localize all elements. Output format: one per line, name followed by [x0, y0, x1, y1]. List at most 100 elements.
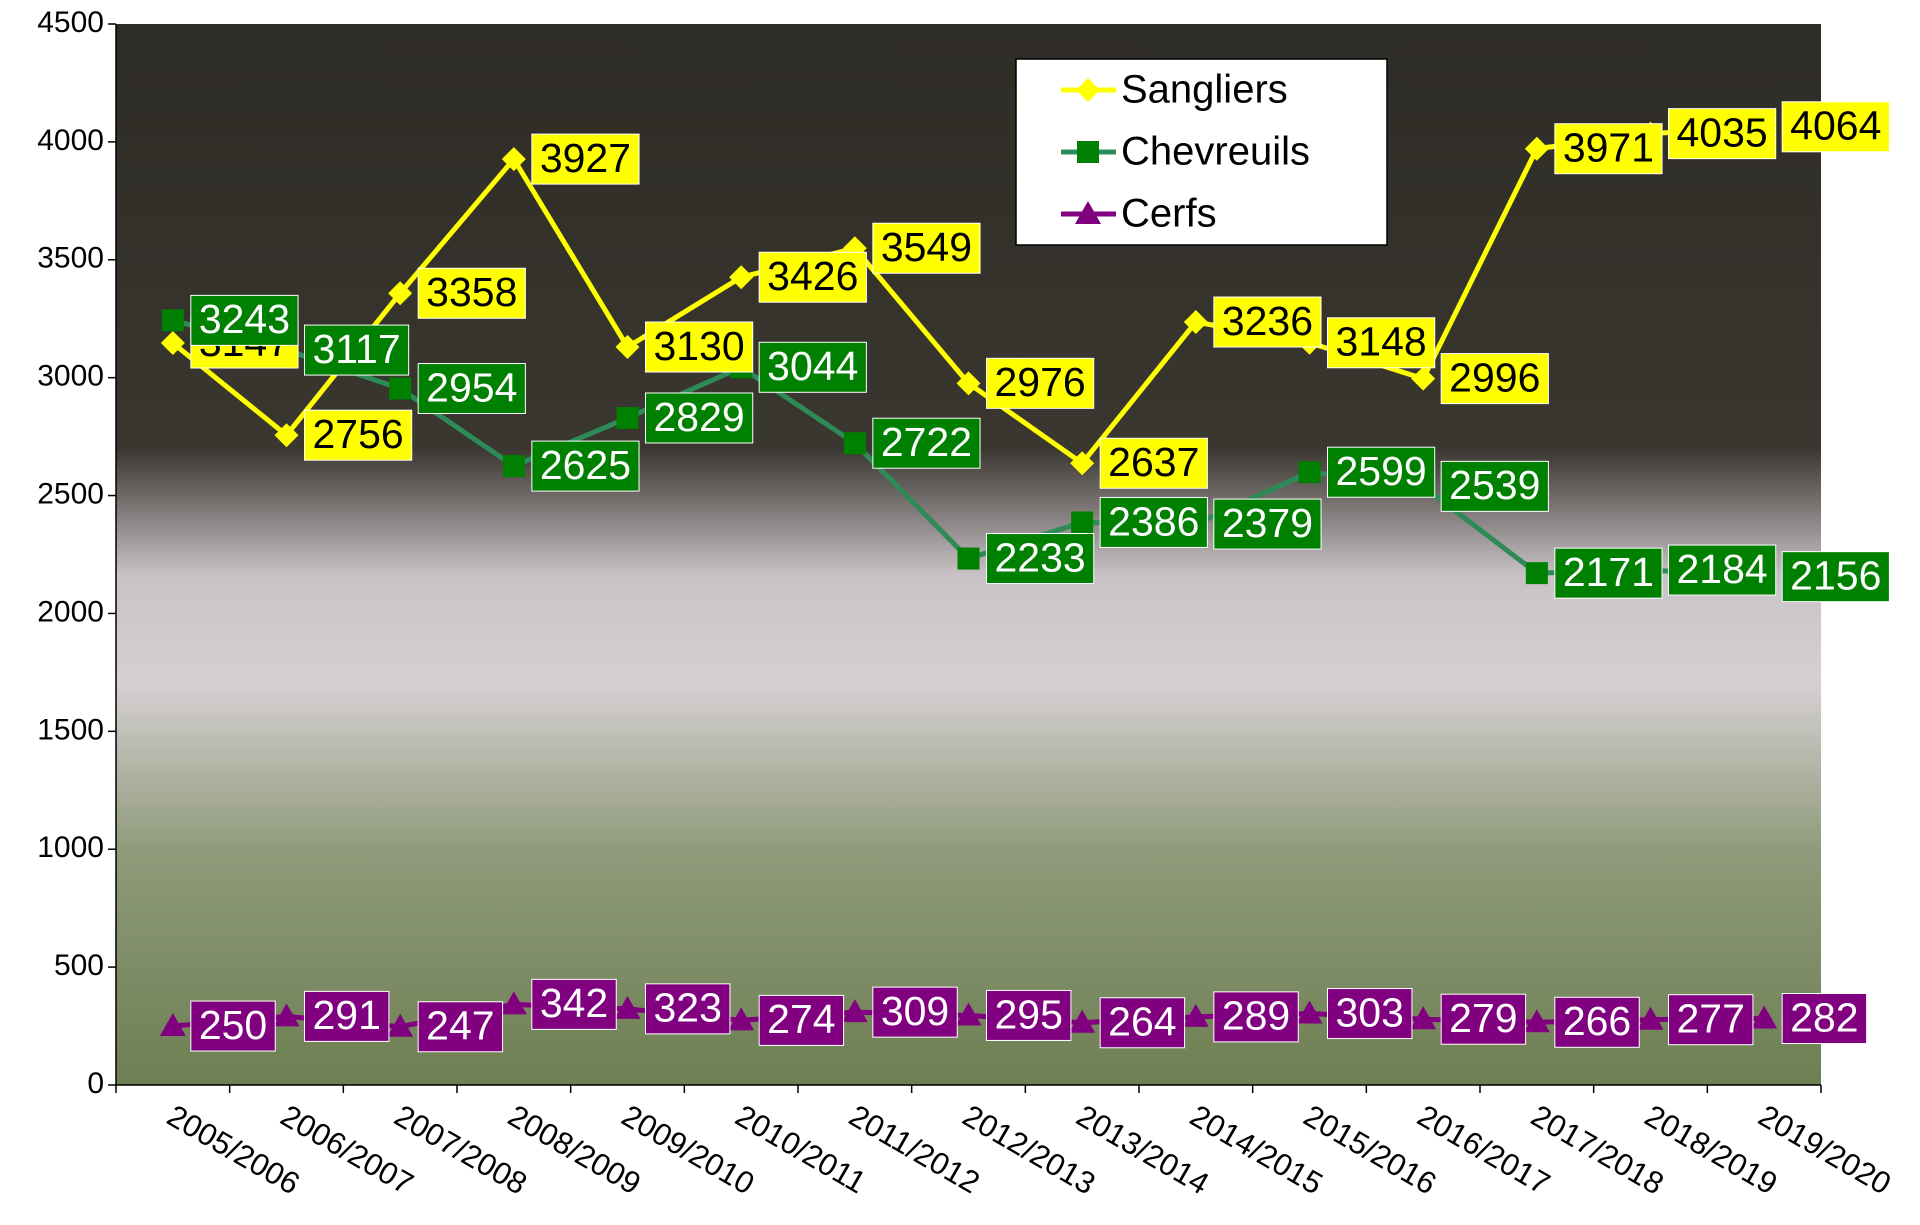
data-label: 3358 [418, 268, 525, 318]
data-label: 2539 [1441, 461, 1548, 511]
marker [617, 407, 639, 429]
data-label-text: 323 [654, 985, 722, 1031]
data-label: 291 [305, 991, 389, 1041]
data-label-text: 2233 [995, 534, 1086, 580]
data-label-text: 2539 [1449, 462, 1540, 508]
data-label-text: 2625 [540, 442, 631, 488]
marker [844, 432, 866, 454]
y-tick-label: 0 [87, 1067, 104, 1100]
data-label: 3236 [1214, 297, 1321, 347]
data-label: 282 [1782, 994, 1866, 1044]
data-label: 289 [1214, 992, 1298, 1042]
y-tick-label: 4500 [37, 6, 104, 39]
data-label-text: 342 [540, 980, 608, 1026]
data-label-text: 282 [1790, 994, 1858, 1040]
data-label-text: 2171 [1563, 549, 1654, 595]
data-label-text: 2184 [1677, 546, 1768, 592]
data-label-text: 2722 [881, 419, 972, 465]
data-label: 2954 [418, 364, 525, 414]
y-tick-label: 2000 [37, 595, 104, 628]
data-label: 2386 [1100, 497, 1207, 547]
data-label-text: 3426 [767, 253, 858, 299]
data-label: 2233 [987, 534, 1094, 584]
data-label: 250 [191, 1001, 275, 1051]
y-tick-label: 4000 [37, 124, 104, 157]
data-label-text: 2996 [1449, 354, 1540, 400]
y-tick-label: 1000 [37, 831, 104, 864]
data-label-text: 3130 [654, 323, 745, 369]
y-tick-label: 1500 [37, 713, 104, 746]
data-label: 2756 [305, 410, 412, 460]
legend-label: Sangliers [1121, 68, 1288, 112]
data-label-text: 250 [199, 1002, 267, 1048]
data-label-text: 3148 [1336, 319, 1427, 365]
marker [503, 455, 525, 477]
data-label-text: 3236 [1222, 298, 1313, 344]
x-tick-label: 2011/2012 [843, 1098, 985, 1200]
data-label: 2171 [1555, 548, 1662, 598]
data-label: 295 [987, 990, 1071, 1040]
data-label-text: 3358 [426, 269, 517, 315]
marker [1299, 461, 1321, 483]
data-label: 3549 [873, 223, 980, 273]
data-label-text: 277 [1677, 996, 1745, 1042]
data-label: 303 [1328, 989, 1412, 1039]
data-label-text: 264 [1108, 999, 1176, 1045]
data-label-text: 2976 [995, 359, 1086, 405]
data-label-text: 2954 [426, 364, 517, 410]
data-label: 3130 [646, 322, 753, 372]
data-label: 247 [418, 1002, 502, 1052]
data-label: 342 [532, 979, 616, 1029]
data-label-text: 2637 [1108, 439, 1199, 485]
data-label-text: 274 [767, 996, 835, 1042]
data-label-text: 3243 [199, 296, 290, 342]
data-label-text: 266 [1563, 998, 1631, 1044]
y-tick-label: 3500 [37, 242, 104, 275]
data-label-text: 2829 [654, 394, 745, 440]
data-label: 3117 [305, 325, 409, 375]
data-label: 3927 [532, 134, 639, 184]
data-label: 2722 [873, 418, 980, 468]
data-label: 2637 [1100, 438, 1207, 488]
data-label: 4064 [1782, 102, 1889, 152]
data-label: 266 [1555, 997, 1639, 1047]
legend-label: Chevreuils [1121, 130, 1310, 174]
data-label-text: 4035 [1677, 109, 1768, 155]
chart: 0500100015002000250030003500400045002005… [0, 0, 1920, 1225]
data-label: 2829 [646, 393, 753, 443]
data-label: 2996 [1441, 354, 1548, 404]
marker [1071, 511, 1093, 533]
data-label: 3243 [191, 295, 298, 345]
data-label-text: 295 [995, 991, 1063, 1037]
marker [958, 548, 980, 570]
data-label-text: 3549 [881, 224, 972, 270]
data-label-text: 3044 [767, 343, 858, 389]
marker [1526, 562, 1548, 584]
data-label-text: 3927 [540, 135, 631, 181]
data-label-text: 289 [1222, 993, 1290, 1039]
data-label-text: 291 [313, 992, 381, 1038]
data-label-text: 2379 [1222, 500, 1313, 546]
marker [1077, 141, 1099, 163]
marker [162, 309, 184, 331]
data-label-text: 2156 [1790, 552, 1881, 598]
data-label-text: 309 [881, 988, 949, 1034]
data-label: 277 [1669, 995, 1753, 1045]
data-label: 3148 [1328, 318, 1435, 368]
data-label: 3426 [759, 252, 866, 302]
legend: Sangliers Chevreuils Cerfs [1016, 59, 1387, 245]
data-label: 4035 [1669, 109, 1776, 159]
marker [389, 378, 411, 400]
data-label: 2184 [1669, 545, 1776, 595]
data-label: 3044 [759, 342, 866, 392]
data-label-text: 303 [1336, 989, 1404, 1035]
y-tick-label: 3000 [37, 360, 104, 393]
data-label-text: 4064 [1790, 103, 1881, 149]
data-label: 274 [759, 995, 843, 1045]
data-label: 2599 [1328, 447, 1435, 497]
data-label-text: 2599 [1336, 448, 1427, 494]
y-tick-label: 500 [54, 949, 104, 982]
data-label-text: 247 [426, 1003, 494, 1049]
data-label-text: 279 [1449, 995, 1517, 1041]
legend-label: Cerfs [1121, 192, 1217, 236]
